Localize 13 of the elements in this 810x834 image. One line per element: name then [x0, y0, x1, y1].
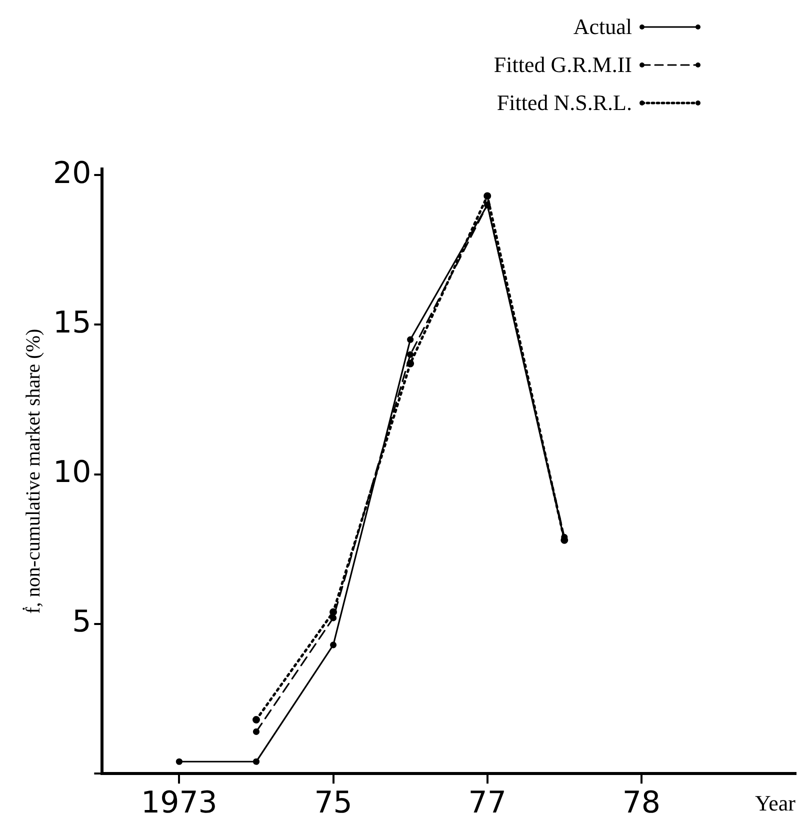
legend-label: Fitted G.R.M.II: [494, 52, 632, 78]
x-tick-label: 77: [468, 785, 506, 820]
x-tick-label: 1973: [141, 785, 218, 820]
y-tick-label: 15: [52, 305, 92, 340]
y-tick-label: 20: [52, 156, 92, 191]
legend-label: Actual: [573, 14, 632, 40]
legend-label: Fitted N.S.R.L.: [496, 90, 632, 116]
x-tick-label: 75: [314, 785, 352, 820]
y-axis-title: ḟ, non-cumulative market share (%): [22, 328, 44, 614]
x-axis-title: Year: [754, 790, 796, 816]
y-tick-label: 5: [72, 604, 92, 640]
y-tick-label: 10: [52, 455, 92, 490]
x-tick-label: 78: [622, 785, 661, 820]
